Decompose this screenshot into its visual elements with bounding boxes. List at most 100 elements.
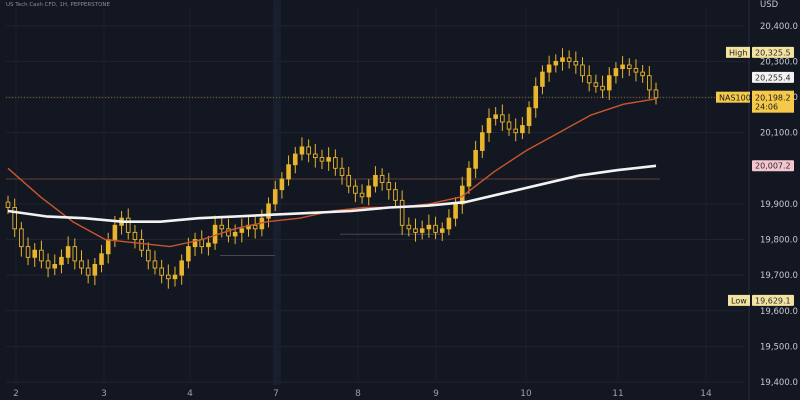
candle-body <box>166 274 171 280</box>
candle-body <box>486 117 492 134</box>
candle-body <box>546 64 552 73</box>
candle-body <box>480 132 485 151</box>
symbol-tag: NAS100 <box>719 94 751 103</box>
candle-body <box>232 231 238 237</box>
candle-body <box>493 114 498 119</box>
candle-body <box>439 228 445 233</box>
candle-body <box>39 249 44 262</box>
current-price-value: 20,198.2 <box>755 94 791 103</box>
candle-body <box>326 157 331 162</box>
candle-body <box>513 128 518 134</box>
candle-body <box>553 60 559 66</box>
x-tick-label: 10 <box>520 389 532 399</box>
candle-body <box>593 82 599 87</box>
candle-body <box>179 260 184 276</box>
candle-body <box>353 185 358 194</box>
candle-body <box>25 246 31 258</box>
candle-body <box>393 189 398 201</box>
candle-body <box>292 153 298 166</box>
candle-body <box>12 207 17 230</box>
candle-body <box>105 239 111 255</box>
candle-body <box>146 249 151 262</box>
candle-body <box>586 75 592 84</box>
candle-body <box>426 224 432 230</box>
x-tick-label: 7 <box>273 389 279 399</box>
candle-body <box>580 64 585 77</box>
x-tick-label: 3 <box>101 389 107 399</box>
candle-body <box>132 231 138 240</box>
candle-body <box>453 203 458 219</box>
x-tick-label: 9 <box>433 389 439 399</box>
y-tick-label: 19,800.0 <box>760 236 798 246</box>
candle-body <box>279 178 285 191</box>
candle-body <box>65 246 71 258</box>
candle-body <box>45 260 51 269</box>
symbol-header: US Tech Cash CFD, 1H, PEPPERSTONE <box>6 2 111 8</box>
price-tags: 20,325.5 20,255.4 20,007.2 19,629.1 20,198.2… <box>716 46 794 306</box>
candle-body <box>239 228 245 233</box>
candle-body <box>626 64 632 70</box>
candle-body <box>99 253 104 265</box>
candle-body <box>520 125 525 134</box>
candle-body <box>653 89 659 99</box>
candle-body <box>19 228 24 248</box>
y-tick-label: 20,300.0 <box>760 57 798 67</box>
candle-body <box>373 174 378 187</box>
candle-body <box>152 260 158 269</box>
candle-body <box>413 228 418 233</box>
countdown-timer: 24:06 <box>755 103 778 112</box>
candle-body <box>633 68 639 73</box>
candle-body <box>339 167 345 176</box>
candle-body <box>419 228 425 233</box>
moving-averages <box>7 98 657 248</box>
y-tick-label: 19,600.0 <box>760 307 798 317</box>
x-tick-label: 2 <box>13 389 19 399</box>
candle-body <box>72 246 78 262</box>
candle-body <box>272 189 278 205</box>
high-value-tag: 20,325.5 <box>755 48 791 57</box>
prior-value-tag-bg <box>752 71 794 83</box>
candle-body <box>159 267 164 276</box>
candle-body <box>85 267 91 276</box>
candle-body <box>406 224 412 230</box>
candle-body <box>386 182 392 191</box>
candle-body <box>226 228 231 237</box>
price-levels <box>6 97 745 256</box>
candle-body <box>573 60 579 66</box>
x-tick-label: 4 <box>187 389 193 399</box>
ma-value-tag-bg <box>752 160 794 172</box>
candle-body <box>379 174 385 183</box>
candle-body <box>506 121 512 130</box>
candle-body <box>139 239 144 251</box>
low-label: Low <box>731 296 747 305</box>
candle-body <box>92 264 98 276</box>
candle-body <box>79 260 84 269</box>
candle-body <box>500 114 505 123</box>
x-tick-label: 8 <box>355 389 361 399</box>
candle-body <box>647 75 652 91</box>
candle-body <box>560 57 565 62</box>
candle-body <box>319 157 325 162</box>
candle-body <box>313 153 318 159</box>
candle-body <box>186 246 191 262</box>
candle-body <box>59 256 64 265</box>
candle-body <box>446 217 452 230</box>
candle-body <box>206 242 211 248</box>
candle-body <box>252 224 258 230</box>
time-axis[interactable]: 2 3 4 7 8 9 10 11 14 <box>13 389 712 399</box>
high-value-tag-bg <box>752 46 794 58</box>
candle-body <box>613 68 619 77</box>
low-value-tag-bg <box>752 294 794 306</box>
low-label-bg <box>728 294 750 306</box>
candle-body <box>600 85 605 91</box>
candle-body <box>299 146 305 155</box>
candle-body <box>333 157 338 169</box>
candle-body <box>125 217 131 233</box>
candle-body <box>466 167 472 187</box>
candle-body <box>359 192 365 198</box>
current-price-tag-bg <box>752 90 794 113</box>
y-tick-label: 19,700.0 <box>760 271 798 281</box>
candle-body <box>433 224 438 233</box>
